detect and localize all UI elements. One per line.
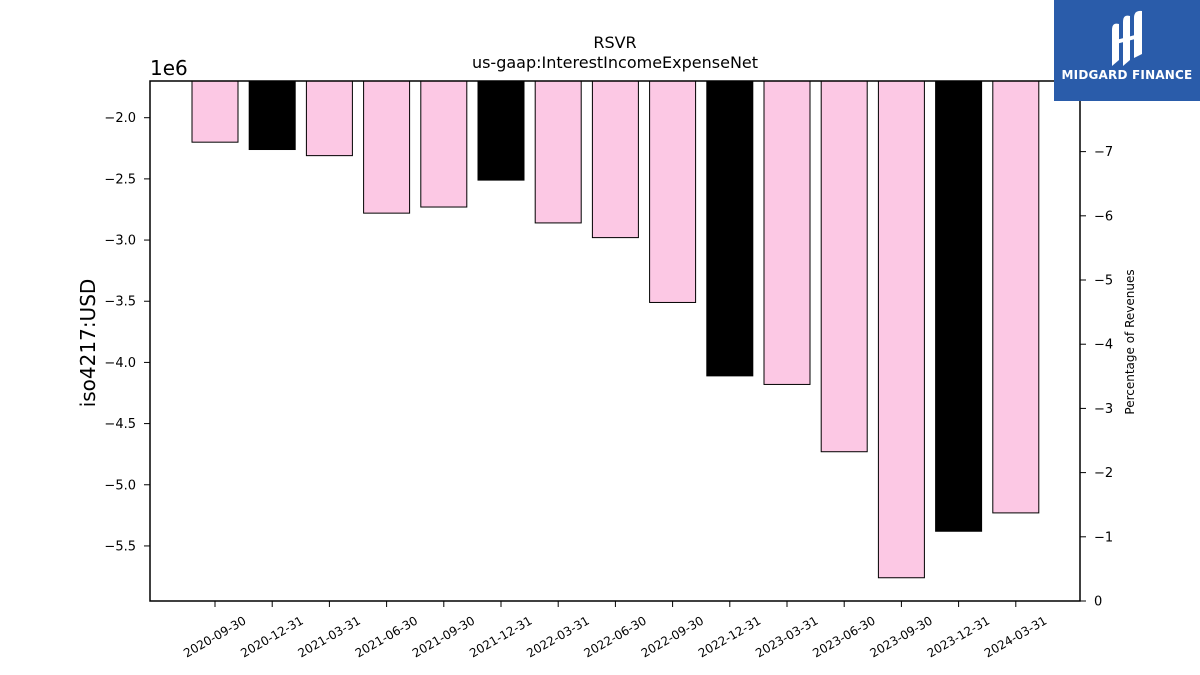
y2-tick-label: −7 <box>1094 145 1113 160</box>
x-tick-label: 2022-12-31 <box>696 613 763 660</box>
bar-2023-09-30 <box>877 80 925 579</box>
y2-tick-label: −4 <box>1094 338 1113 353</box>
bar-2023-12-31 <box>935 80 983 532</box>
y-tick-label: −4.0 <box>104 356 136 371</box>
y2-tick-label: −3 <box>1094 402 1113 417</box>
x-tick-label: 2021-09-30 <box>410 613 477 660</box>
bar-2021-09-30 <box>420 80 468 208</box>
y2-ticks-group: 0 −1 −2 −3 −4 −5 −6 −7 <box>1080 145 1113 610</box>
y2-tick-label: −6 <box>1094 209 1113 224</box>
chart-subtitle: us-gaap:InterestIncomeExpenseNet <box>472 53 758 72</box>
x-tick-label: 2024-03-31 <box>982 613 1049 660</box>
y-ticks-group: −2.0 −2.5 −3.0 −3.5 −4.0 −4.5 −5.0 −5.5 <box>104 111 150 554</box>
logo-text: MIDGARD FINANCE <box>1061 68 1193 82</box>
bar-2024-03-31 <box>992 80 1040 514</box>
brand-logo: MIDGARD FINANCE <box>1054 0 1200 101</box>
x-tick-label: 2023-03-31 <box>753 613 820 660</box>
bar-2020-12-31 <box>248 80 296 151</box>
y-tick-label: −2.5 <box>104 172 136 187</box>
bar-2022-06-30 <box>591 80 639 239</box>
bar-2021-03-31 <box>305 80 353 157</box>
y2-tick-label: −2 <box>1094 466 1113 481</box>
bar-2022-12-31 <box>706 80 754 377</box>
y-offset-label: 1e6 <box>150 56 188 80</box>
y-tick-label: −5.5 <box>104 539 136 554</box>
y-tick-label: −3.5 <box>104 295 136 310</box>
x-tick-label: 2023-09-30 <box>867 613 934 660</box>
bar-2021-12-31 <box>477 80 525 181</box>
x-tick-label: 2021-06-30 <box>353 613 420 660</box>
midgard-logo-icon <box>1112 10 1142 67</box>
bar-2022-03-31 <box>534 80 582 224</box>
bar-2021-06-30 <box>363 80 411 214</box>
x-tick-label: 2022-06-30 <box>581 613 648 660</box>
x-tick-label: 2020-12-31 <box>238 613 305 660</box>
y2-tick-label: 0 <box>1094 595 1102 610</box>
x-tick-label: 2023-12-31 <box>925 613 992 660</box>
plot-frame <box>149 80 1081 602</box>
x-tick-label: 2022-03-31 <box>524 613 591 660</box>
bar-2022-09-30 <box>649 80 697 303</box>
x-tick-label: 2022-09-30 <box>639 613 706 660</box>
chart-title: RSVR <box>593 33 636 52</box>
y2-tick-label: −1 <box>1094 530 1113 545</box>
y-tick-label: −2.0 <box>104 111 136 126</box>
y-axis-label: iso4217:USD <box>76 279 100 408</box>
bar-2023-06-30 <box>820 80 868 453</box>
bars-group <box>191 80 1040 579</box>
y2-axis-label: Percentage of Revenues <box>1123 269 1137 414</box>
x-tick-label: 2023-06-30 <box>810 613 877 660</box>
x-tick-label: 2021-12-31 <box>467 613 534 660</box>
x-tick-label: 2020-09-30 <box>181 613 248 660</box>
y-tick-label: −5.0 <box>104 478 136 493</box>
x-ticks-group: 2020-09-302020-12-312021-03-312021-06-30… <box>181 601 1049 660</box>
y-tick-label: −4.5 <box>104 417 136 432</box>
y2-tick-label: −5 <box>1094 274 1113 289</box>
x-tick-label: 2021-03-31 <box>295 613 362 660</box>
bar-2023-03-31 <box>763 80 811 385</box>
bar-2020-09-30 <box>191 80 239 143</box>
y-tick-label: −3.0 <box>104 234 136 249</box>
